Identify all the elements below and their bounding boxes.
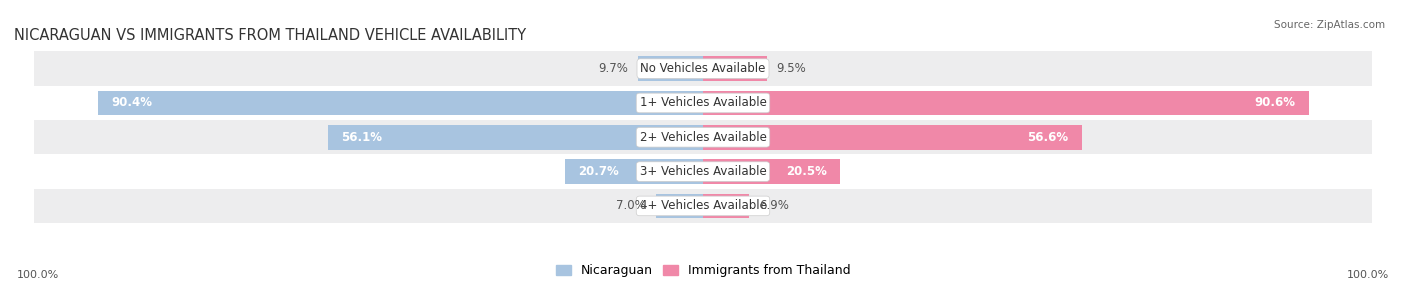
Bar bbox=[98, 91, 703, 115]
Text: 20.7%: 20.7% bbox=[578, 165, 619, 178]
Text: 7.0%: 7.0% bbox=[616, 199, 647, 212]
Bar bbox=[703, 56, 766, 81]
Text: 20.5%: 20.5% bbox=[786, 165, 827, 178]
Text: 100.0%: 100.0% bbox=[17, 270, 59, 280]
Bar bbox=[703, 91, 1309, 115]
Bar bbox=[34, 154, 1372, 189]
Text: NICARAGUAN VS IMMIGRANTS FROM THAILAND VEHICLE AVAILABILITY: NICARAGUAN VS IMMIGRANTS FROM THAILAND V… bbox=[14, 28, 526, 43]
Text: 9.5%: 9.5% bbox=[776, 62, 806, 75]
Text: 90.6%: 90.6% bbox=[1254, 96, 1295, 110]
Text: 56.6%: 56.6% bbox=[1026, 131, 1069, 144]
Text: 56.1%: 56.1% bbox=[342, 131, 382, 144]
Text: 90.4%: 90.4% bbox=[111, 96, 153, 110]
Bar bbox=[703, 159, 841, 184]
Bar bbox=[34, 120, 1372, 154]
Bar bbox=[703, 125, 1081, 150]
Text: 1+ Vehicles Available: 1+ Vehicles Available bbox=[640, 96, 766, 110]
Bar bbox=[34, 86, 1372, 120]
Text: 2+ Vehicles Available: 2+ Vehicles Available bbox=[640, 131, 766, 144]
Bar bbox=[565, 159, 703, 184]
Bar bbox=[703, 194, 749, 218]
Text: 100.0%: 100.0% bbox=[1347, 270, 1389, 280]
Bar bbox=[657, 194, 703, 218]
Text: 4+ Vehicles Available: 4+ Vehicles Available bbox=[640, 199, 766, 212]
Legend: Nicaraguan, Immigrants from Thailand: Nicaraguan, Immigrants from Thailand bbox=[551, 259, 855, 282]
Text: 9.7%: 9.7% bbox=[598, 62, 628, 75]
Bar bbox=[638, 56, 703, 81]
Bar bbox=[328, 125, 703, 150]
Text: 6.9%: 6.9% bbox=[759, 199, 789, 212]
Bar bbox=[34, 189, 1372, 223]
Bar bbox=[34, 51, 1372, 86]
Text: 3+ Vehicles Available: 3+ Vehicles Available bbox=[640, 165, 766, 178]
Text: No Vehicles Available: No Vehicles Available bbox=[640, 62, 766, 75]
Text: Source: ZipAtlas.com: Source: ZipAtlas.com bbox=[1274, 20, 1385, 30]
